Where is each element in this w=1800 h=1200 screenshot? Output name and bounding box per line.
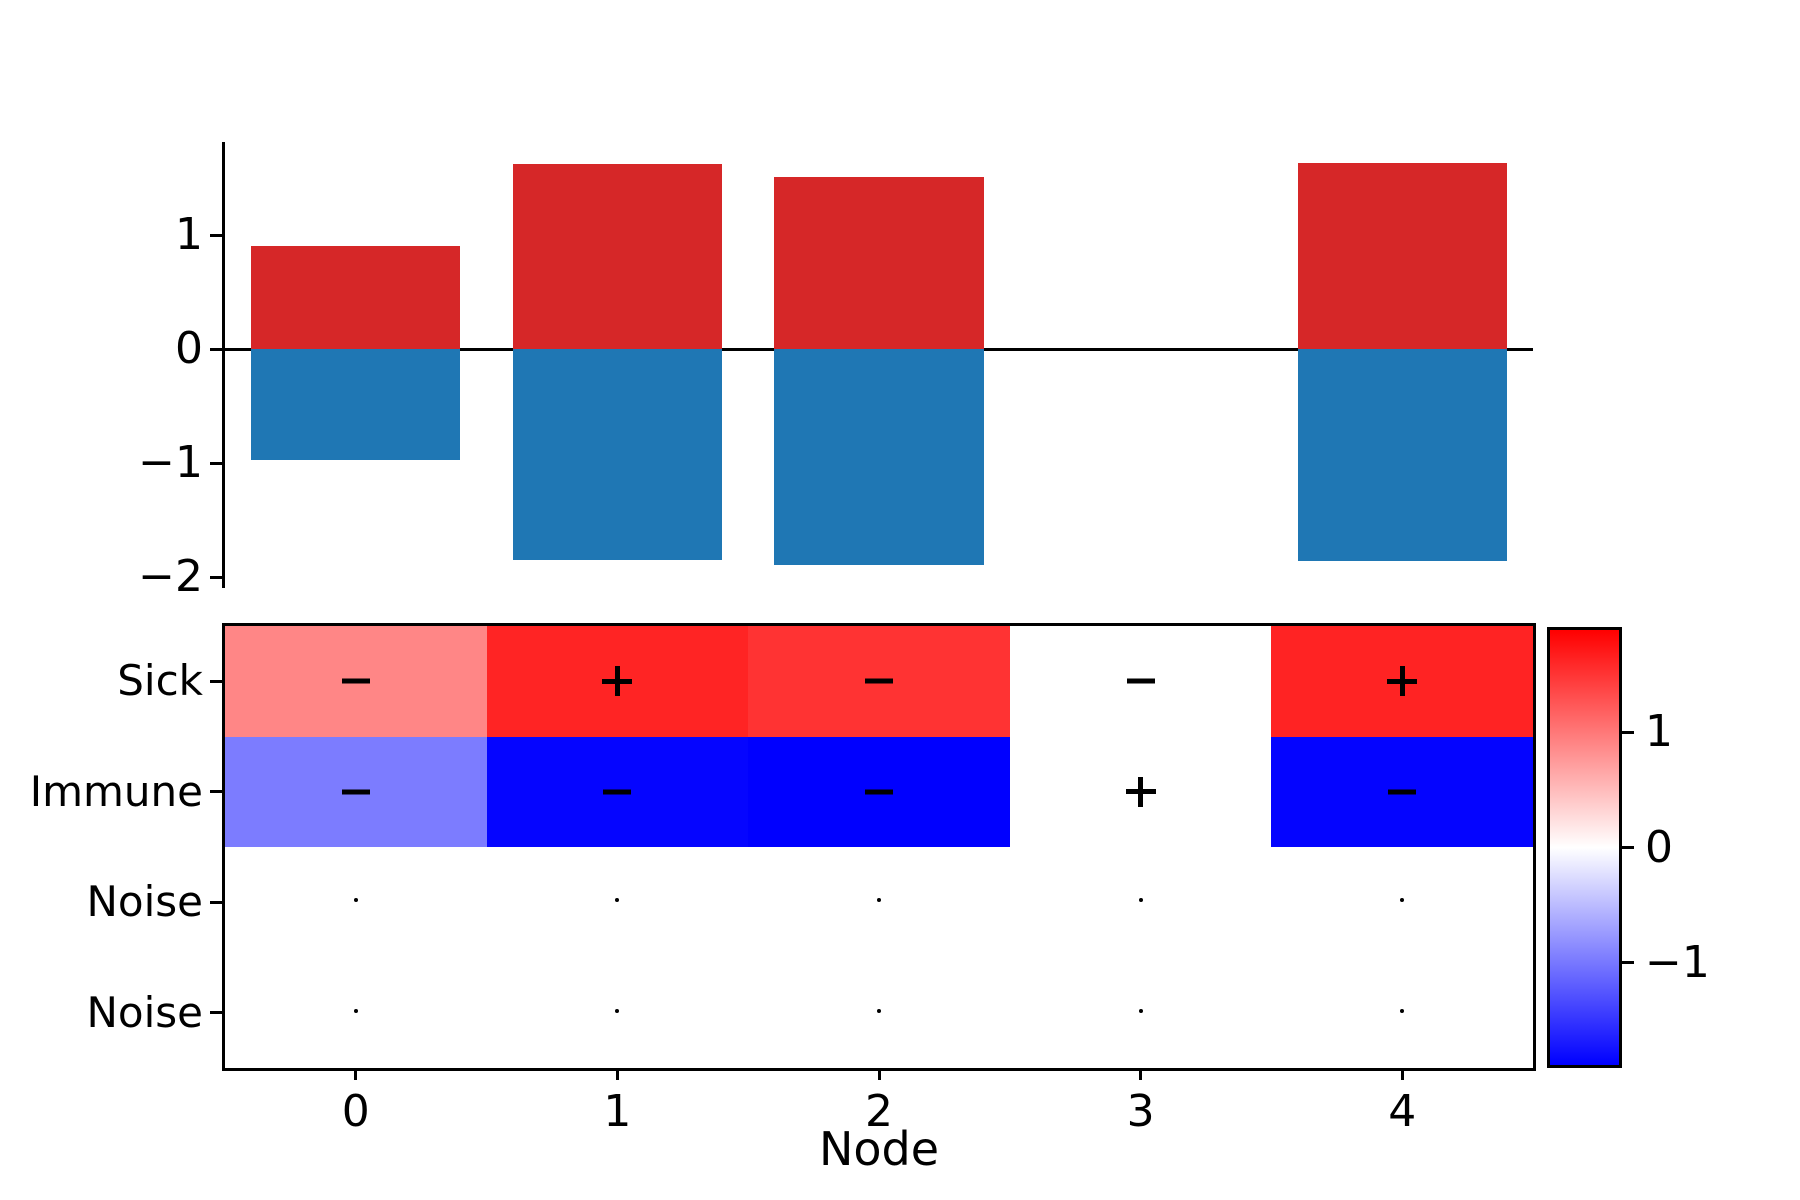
cell-symbol-dot	[1400, 898, 1405, 903]
y-tick-label: 1	[175, 209, 203, 261]
plus-v-bar	[1399, 666, 1405, 697]
bar-positive_contribution-node-4	[1297, 163, 1507, 350]
cell-symbol-dot	[615, 1008, 620, 1013]
heatmap-row-label-noise-3: Noise	[86, 987, 203, 1037]
heatmap-cell-noise-node-0	[225, 957, 488, 1069]
x-tick-mark	[1139, 1068, 1143, 1080]
cell-symbol-minus	[603, 789, 632, 795]
x-tick-mark	[1400, 1068, 1404, 1080]
cell-symbol-dot	[615, 898, 620, 903]
heatmap-row-tick	[210, 679, 222, 683]
colorbar-tick-mark	[1622, 730, 1634, 734]
cell-symbol-plus	[1387, 666, 1418, 697]
y-tick-mark	[210, 233, 222, 237]
colorbar-tick-mark	[1622, 846, 1634, 849]
y-tick-label: −2	[138, 551, 203, 603]
heatmap-cell-noise-node-2	[748, 957, 1011, 1069]
cell-symbol-dot	[877, 898, 881, 903]
x-tick-mark	[615, 1068, 619, 1080]
colorbar-tick-label: 0	[1645, 821, 1673, 873]
x-tick-label-node-1: 1	[603, 1086, 632, 1137]
cell-symbol-dot	[877, 1008, 881, 1013]
heatmap-cell-noise-node-4	[1271, 957, 1534, 1069]
x-tick-label-node-3: 3	[1126, 1086, 1155, 1137]
cell-symbol-plus	[1125, 776, 1156, 807]
bar-positive_contribution-node-0	[251, 246, 461, 350]
x-tick-label-node-4: 4	[1388, 1086, 1417, 1137]
bar-negative_contribution-node-4	[1297, 349, 1507, 562]
heatmap-cell-noise-node-0	[225, 847, 488, 958]
cell-symbol-minus	[1388, 789, 1417, 795]
colorbar-tick-label: −1	[1645, 936, 1710, 988]
heatmap-cell-noise-node-1	[486, 847, 749, 958]
cell-symbol-minus	[865, 678, 893, 684]
plus-v-bar	[1138, 776, 1144, 807]
heatmap-cell-noise-node-2	[748, 847, 1011, 958]
bar-positive_contribution-node-2	[774, 176, 984, 350]
heatmap-cell-noise-node-3	[1009, 957, 1272, 1069]
colorbar-tick-label: 1	[1645, 706, 1673, 758]
cell-symbol-minus	[341, 678, 370, 684]
bar-negative_contribution-node-0	[251, 349, 461, 460]
cell-symbol-minus	[1126, 678, 1155, 684]
x-tick-mark	[354, 1068, 358, 1080]
y-axis-spine	[222, 142, 225, 588]
heatmap-cell-noise-node-3	[1009, 847, 1272, 958]
cell-symbol-plus	[602, 666, 633, 697]
x-axis-title: Node	[818, 1122, 940, 1176]
cell-symbol-dot	[1138, 898, 1143, 903]
heatmap-cell-noise-node-4	[1271, 847, 1534, 958]
plus-v-bar	[614, 666, 620, 697]
y-tick-label: −1	[138, 437, 203, 489]
heatmap-row-tick	[210, 1011, 222, 1015]
y-tick-mark	[210, 575, 222, 579]
heatmap-row-tick	[210, 790, 222, 794]
colorbar-gradient	[1547, 627, 1622, 1068]
bar-positive_contribution-node-1	[512, 164, 723, 350]
y-tick-mark	[210, 347, 222, 351]
heatmap-row-label-sick-0: Sick	[117, 656, 203, 706]
cell-symbol-minus	[865, 789, 893, 795]
bar-negative_contribution-node-1	[512, 349, 723, 560]
y-tick-label: 0	[175, 323, 203, 375]
cell-symbol-dot	[1138, 1008, 1143, 1013]
x-tick-mark	[877, 1068, 881, 1080]
cell-symbol-minus	[341, 789, 370, 795]
heatmap-row-label-immune-1: Immune	[29, 766, 203, 816]
heatmap-row-tick	[210, 900, 222, 904]
bar-negative_contribution-node-2	[774, 349, 984, 565]
cell-symbol-dot	[353, 898, 358, 903]
cell-symbol-dot	[1400, 1008, 1405, 1013]
colorbar-tick-mark	[1622, 961, 1634, 965]
x-tick-label-node-2: 2	[865, 1086, 893, 1137]
y-tick-mark	[210, 461, 222, 465]
heatmap-row-label-noise-2: Noise	[86, 877, 203, 927]
cell-symbol-dot	[353, 1008, 358, 1013]
heatmap-cell-noise-node-1	[486, 957, 749, 1069]
x-tick-label-node-0: 0	[341, 1086, 370, 1137]
